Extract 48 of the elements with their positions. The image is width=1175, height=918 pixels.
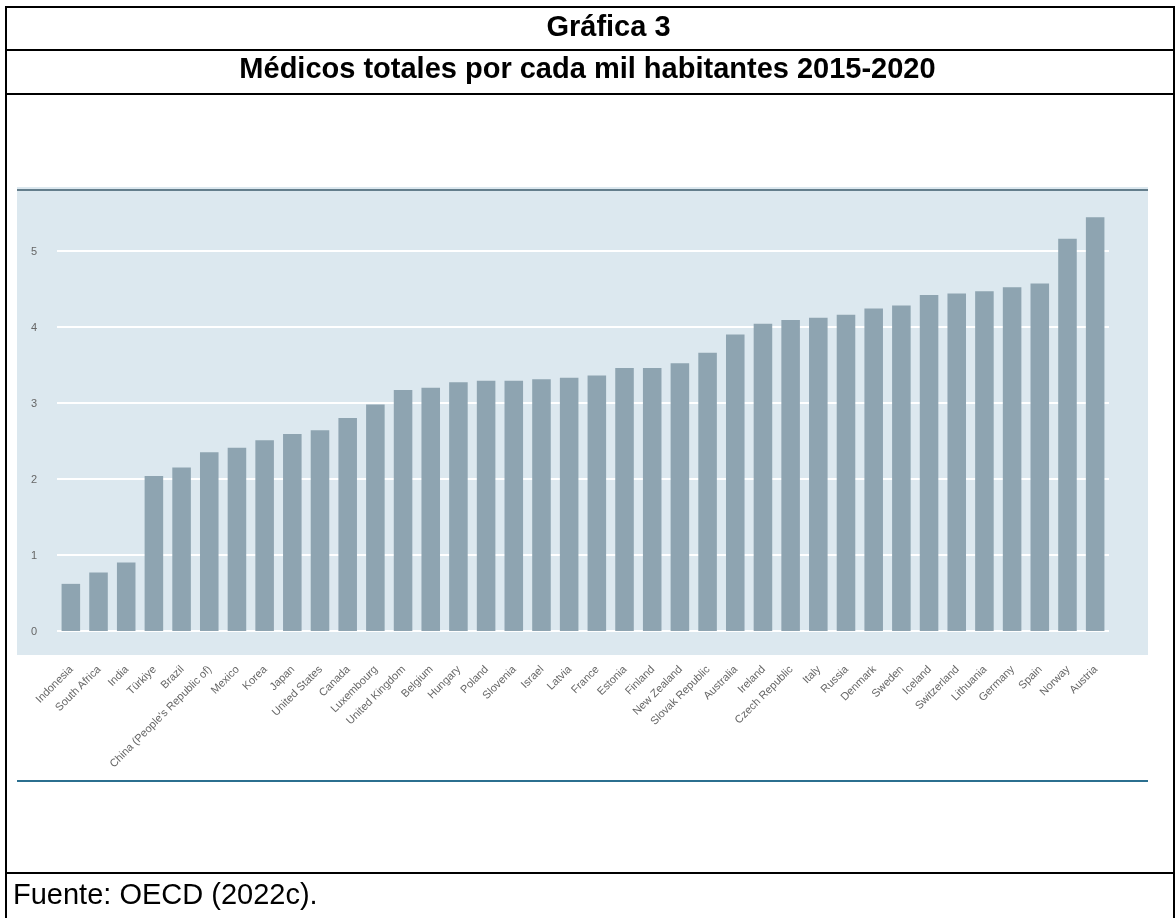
bar	[116, 562, 136, 631]
bar	[864, 308, 883, 631]
bar	[89, 572, 108, 631]
chart-subtitle: Médicos totales por cada mil habitantes 2015-2020	[238, 51, 937, 85]
bar	[227, 447, 247, 631]
bar	[781, 320, 800, 631]
x-tick-label: Italy	[799, 662, 823, 686]
bar	[1002, 287, 1022, 631]
bar	[809, 317, 828, 631]
bar	[255, 440, 274, 631]
bar	[283, 434, 302, 631]
bar	[587, 375, 607, 631]
y-tick-label: 0	[30, 625, 37, 637]
y-tick-label: 4	[30, 320, 37, 333]
bar	[199, 452, 219, 631]
source-note: Fuente: OECD (2022c).	[13, 877, 318, 911]
bar	[725, 334, 745, 631]
y-tick-label: 5	[30, 244, 37, 257]
y-tick-label: 1	[30, 548, 37, 561]
bar	[61, 583, 81, 631]
bar	[393, 389, 413, 631]
bar	[338, 418, 357, 631]
bar	[172, 467, 191, 631]
chart-title: Gráfica 3	[545, 9, 672, 43]
bar	[836, 314, 856, 631]
bar	[615, 367, 634, 631]
bar	[892, 305, 911, 631]
bar	[1058, 238, 1077, 631]
bar	[532, 379, 551, 631]
bar	[449, 382, 468, 631]
bar	[947, 293, 967, 631]
y-tick-label: 2	[30, 472, 37, 485]
bar	[366, 404, 385, 631]
bar	[559, 377, 579, 631]
bar	[144, 475, 164, 631]
bar	[919, 294, 939, 631]
y-tick-label: 3	[30, 396, 37, 409]
bar	[642, 367, 662, 631]
bar	[476, 380, 496, 631]
bar	[975, 291, 994, 631]
bar	[421, 387, 441, 631]
bar	[310, 430, 330, 631]
bar	[698, 352, 717, 631]
bar	[1030, 283, 1050, 631]
bar	[753, 323, 773, 631]
bar	[1085, 217, 1105, 631]
bar	[670, 363, 690, 631]
bar	[504, 380, 524, 631]
